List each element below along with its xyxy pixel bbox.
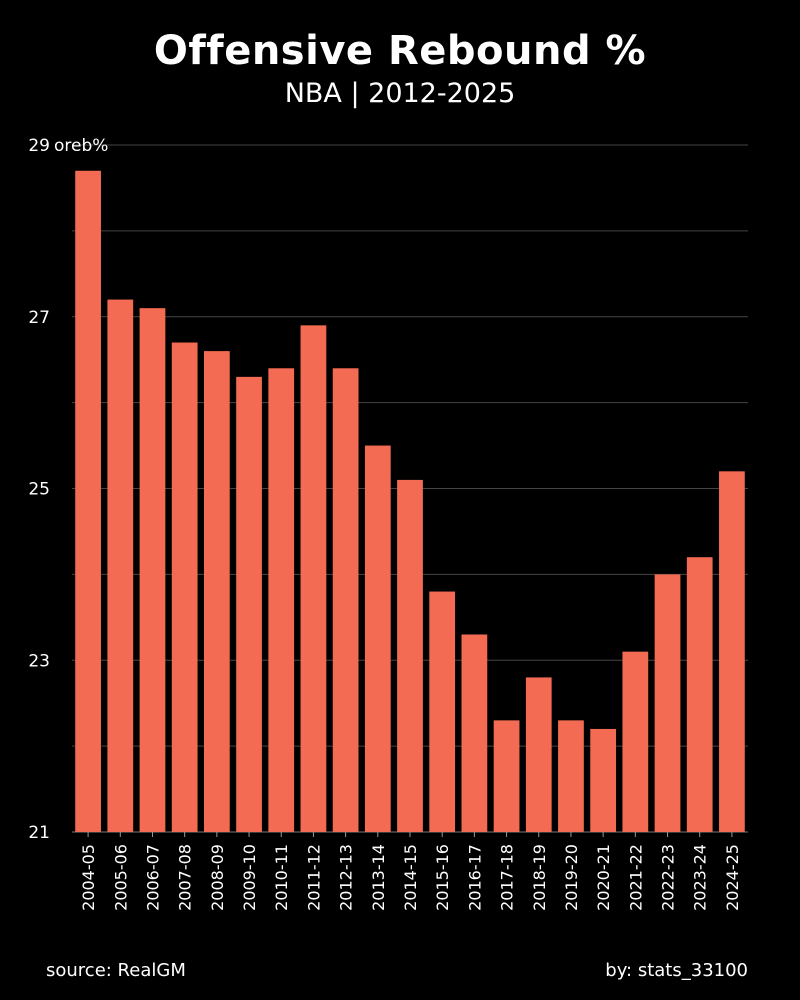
bar — [236, 376, 262, 832]
bar — [525, 677, 552, 832]
bar — [654, 574, 681, 832]
y-tick-label: 23 — [28, 651, 50, 671]
bar-layer — [75, 170, 745, 833]
author-credit: by: stats_33100 — [605, 960, 748, 981]
bar — [558, 720, 584, 832]
x-tick-label: 2011-12 — [304, 844, 323, 911]
bar — [429, 591, 456, 832]
x-tick-label: 2009-10 — [240, 844, 259, 911]
bar — [622, 651, 649, 832]
chart-subtitle: NBA | 2012-2025 — [284, 78, 516, 109]
x-tick-label: 2022-23 — [659, 844, 678, 911]
bar — [75, 170, 101, 832]
bar — [493, 720, 520, 832]
y-tick-label: 27 — [28, 308, 50, 328]
y-tick-label: 21 — [28, 823, 50, 843]
x-tick-label: 2021-22 — [626, 844, 645, 911]
x-tick-label: 2006-07 — [143, 844, 162, 911]
chart-title: Offensive Rebound % — [153, 28, 647, 74]
x-tick-label: 2019-20 — [562, 844, 581, 911]
source-note: source: RealGM — [46, 960, 186, 981]
bar — [461, 634, 488, 832]
bar — [364, 445, 391, 832]
y-tick-label: 29 — [28, 136, 50, 156]
bar — [171, 342, 198, 832]
bar — [686, 557, 713, 832]
y-axis-label: oreb% — [54, 136, 108, 156]
bar — [107, 299, 134, 832]
x-tick-label: 2017-18 — [498, 844, 517, 911]
bar — [203, 351, 230, 832]
y-tick-label: 25 — [28, 480, 50, 500]
bar — [719, 471, 745, 832]
x-tick-label: 2004-05 — [79, 844, 98, 911]
bar — [397, 479, 423, 832]
bar — [268, 368, 295, 832]
x-tick-label: 2005-06 — [111, 844, 130, 911]
x-tick-label: 2010-11 — [272, 844, 291, 911]
x-tick-label: 2008-09 — [208, 844, 227, 911]
x-tick-label: 2023-24 — [691, 844, 710, 911]
bar — [332, 368, 359, 832]
bar — [590, 728, 617, 832]
x-tick-label: 2016-17 — [465, 844, 484, 911]
x-tick-label: 2013-14 — [369, 844, 388, 911]
x-tick-label: 2024-25 — [723, 844, 742, 911]
x-tick-label: 2007-08 — [176, 844, 195, 911]
bar — [139, 308, 166, 833]
x-tick-label: 2014-15 — [401, 844, 420, 911]
bar — [300, 325, 327, 832]
x-tick-label: 2018-19 — [530, 844, 549, 911]
x-tick-label: 2015-16 — [433, 844, 452, 911]
label-layer: 21 23 25 27 29 oreb% 2004-05 2005-06 2006-07 2007… — [28, 136, 742, 911]
x-tick-label: 2020-21 — [594, 844, 613, 911]
x-tick-label: 2012-13 — [337, 844, 356, 911]
